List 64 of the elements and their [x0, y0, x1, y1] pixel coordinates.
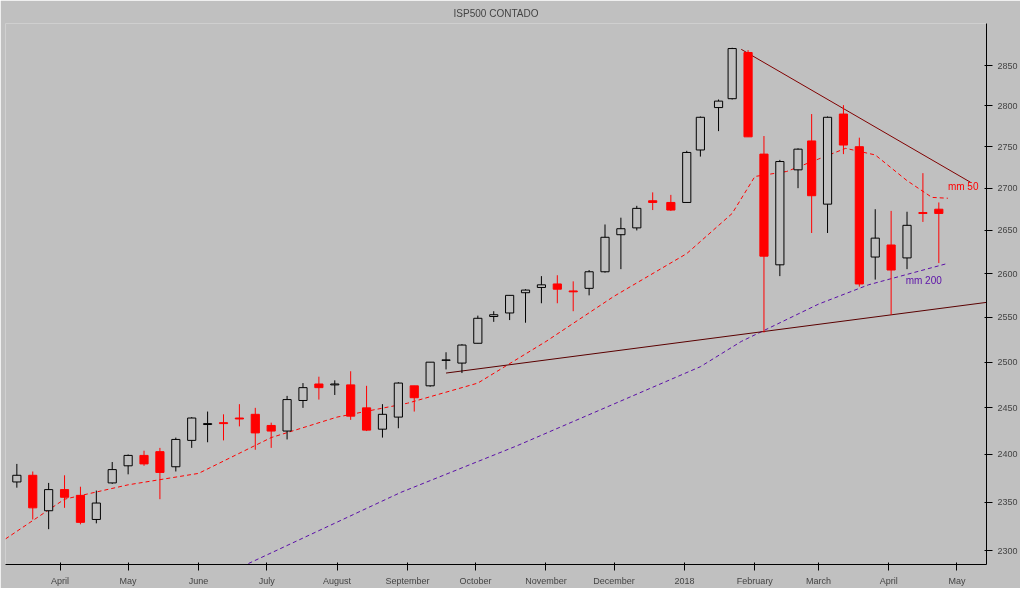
candlestick: [632, 205, 642, 231]
y-tick-label: 2550: [997, 312, 1018, 323]
candlestick: [203, 411, 213, 443]
candlestick: [441, 351, 451, 370]
candlestick: [584, 269, 594, 296]
candlestick: [457, 343, 467, 374]
candlestick: [298, 382, 308, 409]
candlestick: [425, 361, 435, 388]
y-tick-label: 2600: [997, 268, 1018, 279]
y-tick-label: 2300: [997, 545, 1018, 556]
y-tick-label: 2400: [997, 449, 1018, 460]
y-tick-label: 2500: [997, 357, 1018, 368]
x-tick-label: September: [385, 575, 430, 586]
x-tick-label: April: [51, 575, 70, 586]
candlestick: [91, 490, 101, 524]
candlestick: [361, 385, 372, 432]
candlestick: [934, 201, 944, 264]
y-tick-label: 2450: [997, 402, 1018, 413]
candlestick: [12, 463, 22, 489]
y-tick-label: 2850: [997, 60, 1018, 71]
y-tick-label: 2650: [997, 225, 1018, 236]
candlestick: [520, 288, 531, 324]
x-tick-label: March: [805, 575, 831, 586]
x-tick-label: April: [879, 575, 898, 586]
x-tick-label: December: [593, 575, 635, 586]
candlestick: [536, 275, 546, 304]
x-tick-label: 2018: [674, 575, 695, 586]
candlestick: [552, 274, 562, 304]
x-tick-label: May: [948, 575, 966, 586]
x-tick-label: October: [459, 575, 492, 586]
x-tick-label: November: [525, 575, 567, 586]
candlestick: [505, 294, 515, 321]
x-tick-label: June: [188, 575, 209, 586]
candlestick: [409, 385, 419, 413]
x-tick-label: July: [258, 575, 276, 586]
candlestick: [266, 422, 276, 449]
y-tick-label: 2750: [997, 141, 1018, 152]
candlestick: [218, 413, 229, 441]
candlestick: [616, 217, 626, 270]
candlestick: [250, 407, 260, 451]
y-tick-label: 2700: [997, 183, 1018, 194]
candlestick: [107, 461, 117, 485]
x-tick-label: May: [119, 575, 138, 586]
series-label: mm 50: [947, 181, 979, 193]
candlestick: [187, 416, 197, 449]
chart-title: ISP500 CONTADO: [453, 7, 539, 19]
candlestick: [59, 474, 70, 509]
series-label: mm 200: [905, 274, 943, 286]
candlestick: [123, 453, 133, 475]
candlestick: [870, 208, 880, 281]
candlestick: [568, 280, 578, 312]
candlestick: [234, 403, 244, 427]
candlestick: [44, 482, 54, 530]
y-tick-label: 2350: [997, 497, 1018, 508]
candlestick: [918, 172, 928, 223]
candlestick: [377, 403, 388, 439]
y-tick-label: 2800: [997, 100, 1018, 111]
candlestick: [314, 376, 324, 401]
candlestick: [793, 147, 803, 189]
x-tick-label: February: [736, 575, 774, 586]
candlestick: [155, 447, 165, 500]
x-tick-label: August: [323, 575, 352, 586]
candlestick: [713, 99, 724, 132]
line-series: [247, 263, 947, 565]
